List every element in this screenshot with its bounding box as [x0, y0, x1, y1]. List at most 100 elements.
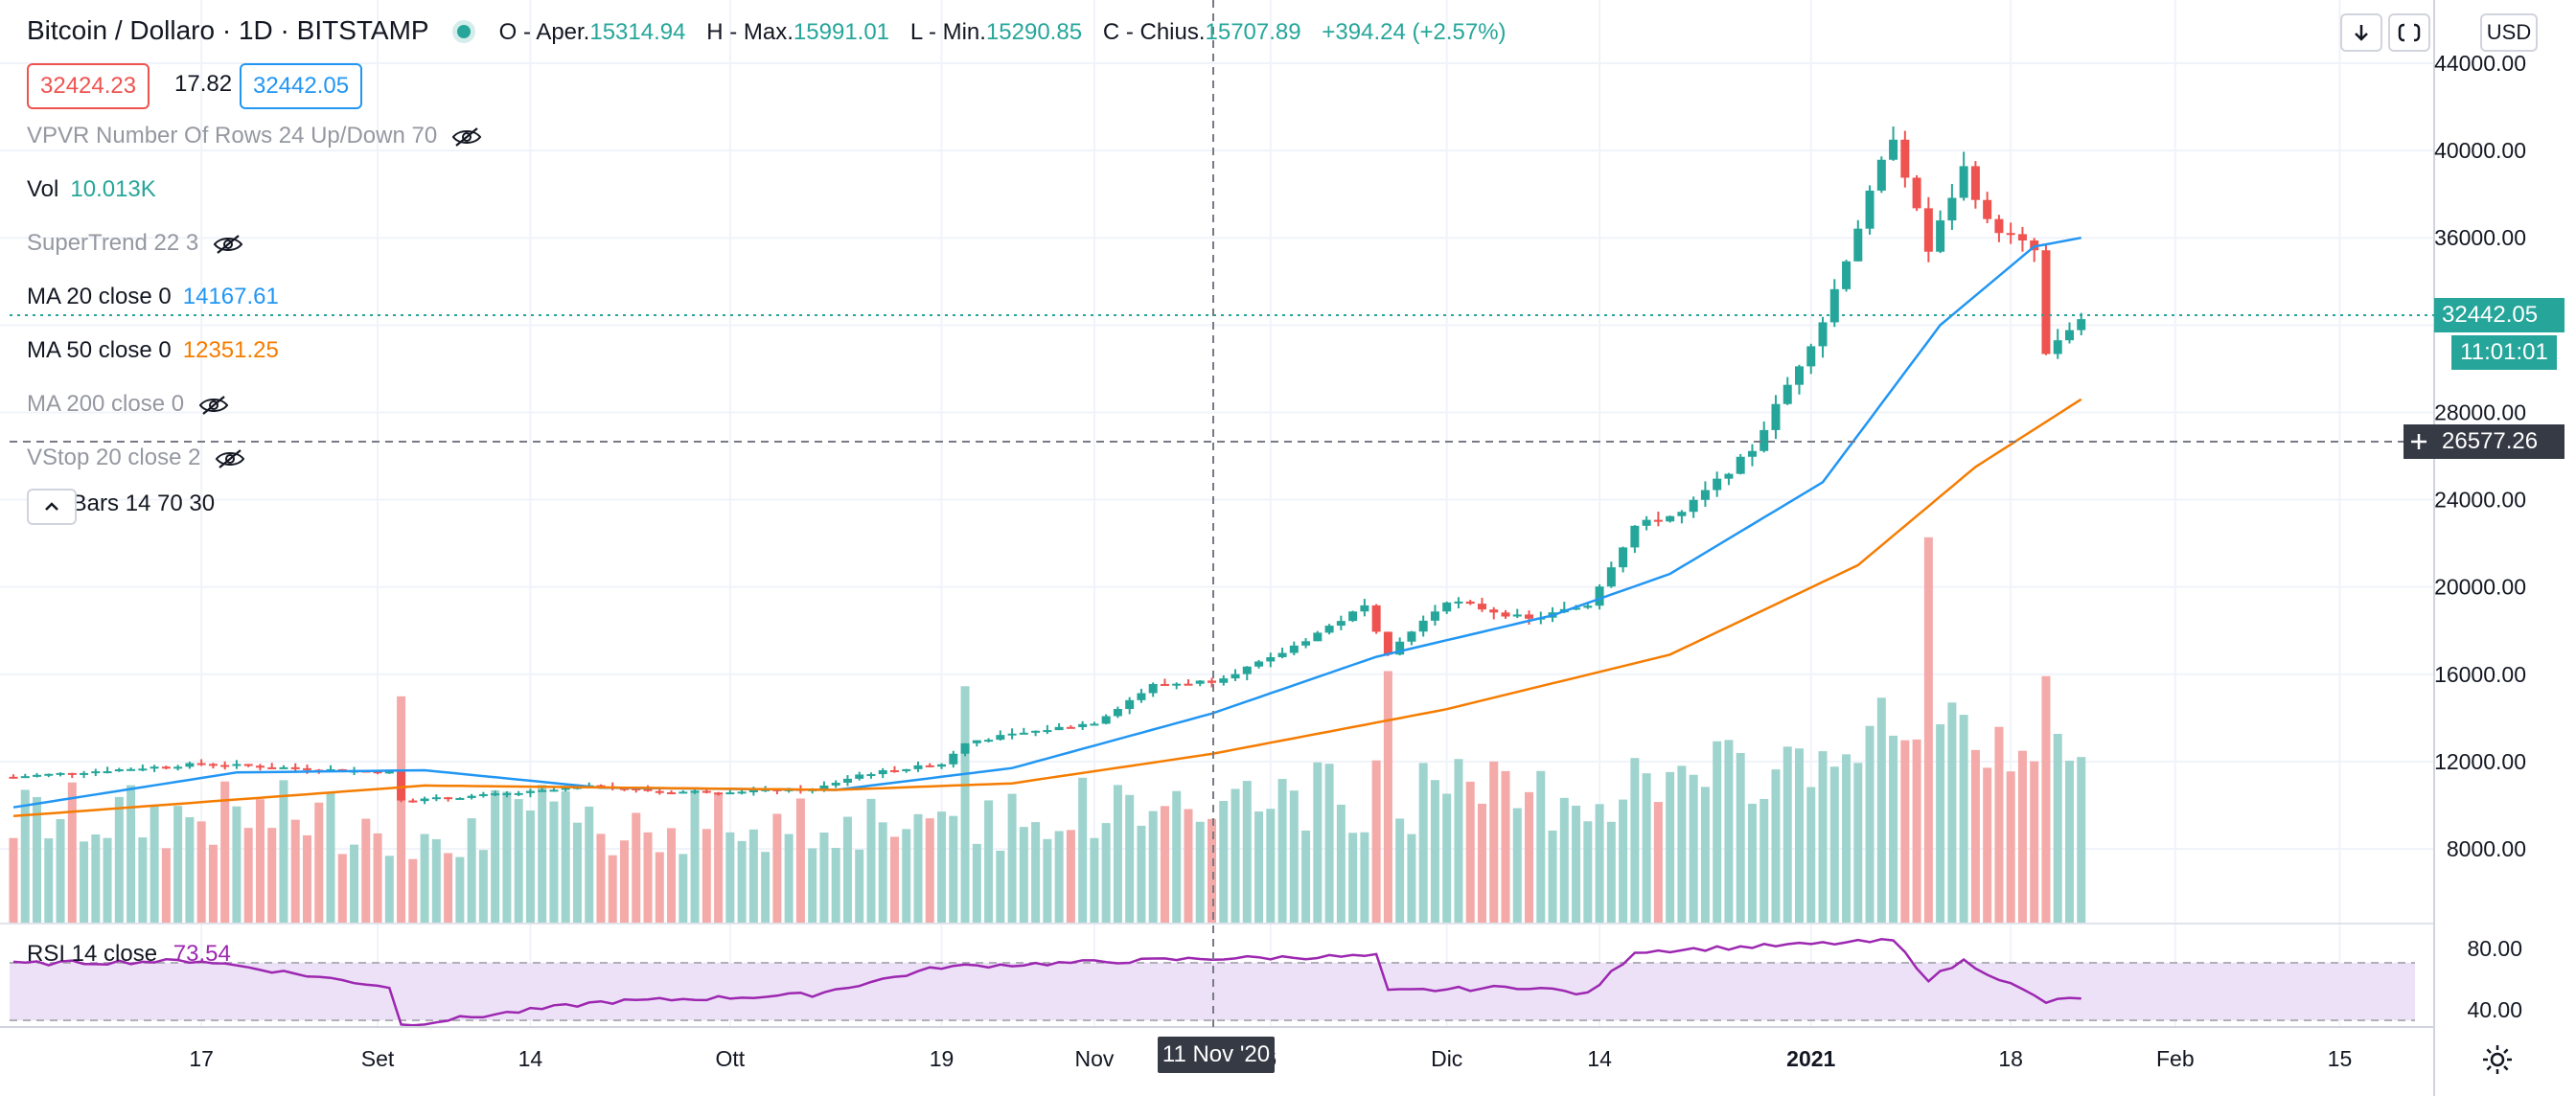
price-tick-label: 24000.00: [2434, 488, 2526, 513]
candle-body: [1125, 699, 1135, 709]
candle-body: [444, 797, 453, 800]
candle-body: [2053, 340, 2062, 354]
ma50-line: [12, 398, 2082, 818]
candle-body: [1277, 652, 1287, 657]
chart-settings-button[interactable]: [2478, 1040, 2517, 1079]
volume-bar: [1019, 827, 1028, 924]
volume-bar: [737, 840, 747, 924]
candle-body: [1666, 515, 1675, 522]
volume-bar: [384, 856, 394, 924]
add-alert-button[interactable]: [2404, 424, 2434, 459]
collapse-legend-button[interactable]: [27, 489, 77, 525]
volume-bar: [337, 854, 347, 924]
volume-bar: [1066, 830, 1075, 924]
candle-body: [1066, 726, 1075, 729]
volume-bar: [431, 838, 441, 924]
volume-bar: [1090, 837, 1099, 924]
fullscreen-button[interactable]: [2388, 13, 2430, 52]
candle-body: [596, 785, 606, 788]
indicator-legend-3[interactable]: MA 20 close 0 14167.61: [27, 284, 279, 310]
candle-body: [1078, 723, 1088, 728]
volume-bar: [1512, 808, 1522, 924]
rsi-series: [12, 938, 2082, 1027]
eye-hidden-icon[interactable]: [197, 395, 230, 416]
candle-body: [1619, 547, 1628, 568]
volume-bar: [620, 840, 630, 924]
indicator-legend-2[interactable]: SuperTrend 22 3: [27, 230, 244, 257]
volume-bar: [114, 796, 124, 924]
download-button[interactable]: [2340, 13, 2382, 52]
volume-bar: [1395, 818, 1405, 924]
spread-value: 17.82: [174, 71, 233, 97]
price-tick-label: 8000.00: [2447, 836, 2526, 861]
indicator-legend-1[interactable]: Vol 10.013K: [27, 176, 156, 203]
candle-body: [455, 797, 465, 800]
candle-body: [185, 763, 195, 767]
time-tick-label: Set: [361, 1046, 395, 1071]
indicator-legend-0[interactable]: VPVR Number Of Rows 24 Up/Down 70: [27, 123, 483, 149]
eye-hidden-icon[interactable]: [214, 448, 246, 469]
candle-body: [549, 789, 559, 792]
volume-bar: [1113, 785, 1122, 924]
indicator-name: Vol: [27, 176, 59, 202]
volume-bar: [373, 833, 382, 924]
price-axis: 44000.00 40000.00 36000.00 28000.00 24000.00…: [2434, 51, 2526, 861]
eye-hidden-icon[interactable]: [450, 126, 483, 148]
candle-body: [1442, 602, 1452, 612]
volume-bar: [1865, 725, 1874, 924]
candle-body: [1477, 604, 1486, 610]
price-tick-label: 16000.00: [2434, 662, 2526, 687]
indicator-value: 10.013K: [70, 176, 156, 202]
sell-button[interactable]: 32424.23: [27, 63, 150, 109]
volume-bar: [549, 801, 559, 924]
candle-body: [1101, 716, 1111, 724]
time-tick-label: Dic: [1431, 1046, 1462, 1071]
volume-bar: [314, 802, 324, 924]
indicator-name: SuperTrend 22 3: [27, 230, 199, 256]
indicator-value: 14167.61: [182, 284, 279, 309]
candle-body: [431, 797, 441, 800]
volume-bar: [44, 838, 54, 924]
volume-bar: [1418, 763, 1428, 924]
candle-body: [1418, 620, 1428, 632]
volume-bar: [1700, 787, 1710, 924]
indicator-legend-5[interactable]: MA 200 close 0: [27, 391, 230, 418]
candle-body: [290, 766, 300, 769]
price-tick-label: 36000.00: [2434, 225, 2526, 250]
volume-bar: [842, 816, 852, 924]
candle-body: [1970, 166, 1980, 200]
currency-button[interactable]: USD: [2480, 13, 2538, 52]
volume-bar: [208, 844, 218, 924]
volume-bar: [2017, 750, 2027, 924]
volume-bar: [302, 834, 311, 924]
symbol-title[interactable]: Bitcoin / Dollaro · 1D · BITSTAMP: [27, 15, 429, 45]
candle-body: [2017, 234, 2027, 241]
candle-body: [2064, 330, 2074, 341]
candle-body: [243, 764, 253, 766]
volume-bar: [1747, 803, 1757, 924]
candle-body: [655, 790, 664, 793]
candle-body: [1583, 605, 1593, 608]
chart-header: Bitcoin / Dollaro · 1D · BITSTAMP O - Ap…: [27, 15, 1520, 46]
candle-body: [1348, 611, 1358, 622]
candle-body: [255, 765, 264, 768]
volume-bar: [161, 848, 171, 924]
last-price-tag: 32442.05: [2434, 298, 2564, 332]
indicator-legend-4[interactable]: MA 50 close 0 12351.25: [27, 337, 279, 364]
candle-body: [1782, 384, 1792, 404]
candle-body: [33, 774, 42, 777]
low-label: L - Min.: [909, 19, 986, 45]
candle-body: [1724, 473, 1734, 479]
volume-bar: [1806, 787, 1816, 924]
volume-bar: [1242, 781, 1252, 924]
indicator-legend-6[interactable]: VStop 20 close 2: [27, 445, 246, 471]
volume-bar: [1125, 794, 1135, 924]
buy-button[interactable]: 32442.05: [240, 63, 363, 109]
volume-bar: [1677, 765, 1687, 924]
volume-bar: [2053, 733, 2062, 924]
eye-hidden-icon[interactable]: [212, 234, 244, 255]
volume-bar: [1148, 811, 1158, 924]
candle-body: [725, 792, 735, 795]
candle-body: [1489, 609, 1499, 613]
